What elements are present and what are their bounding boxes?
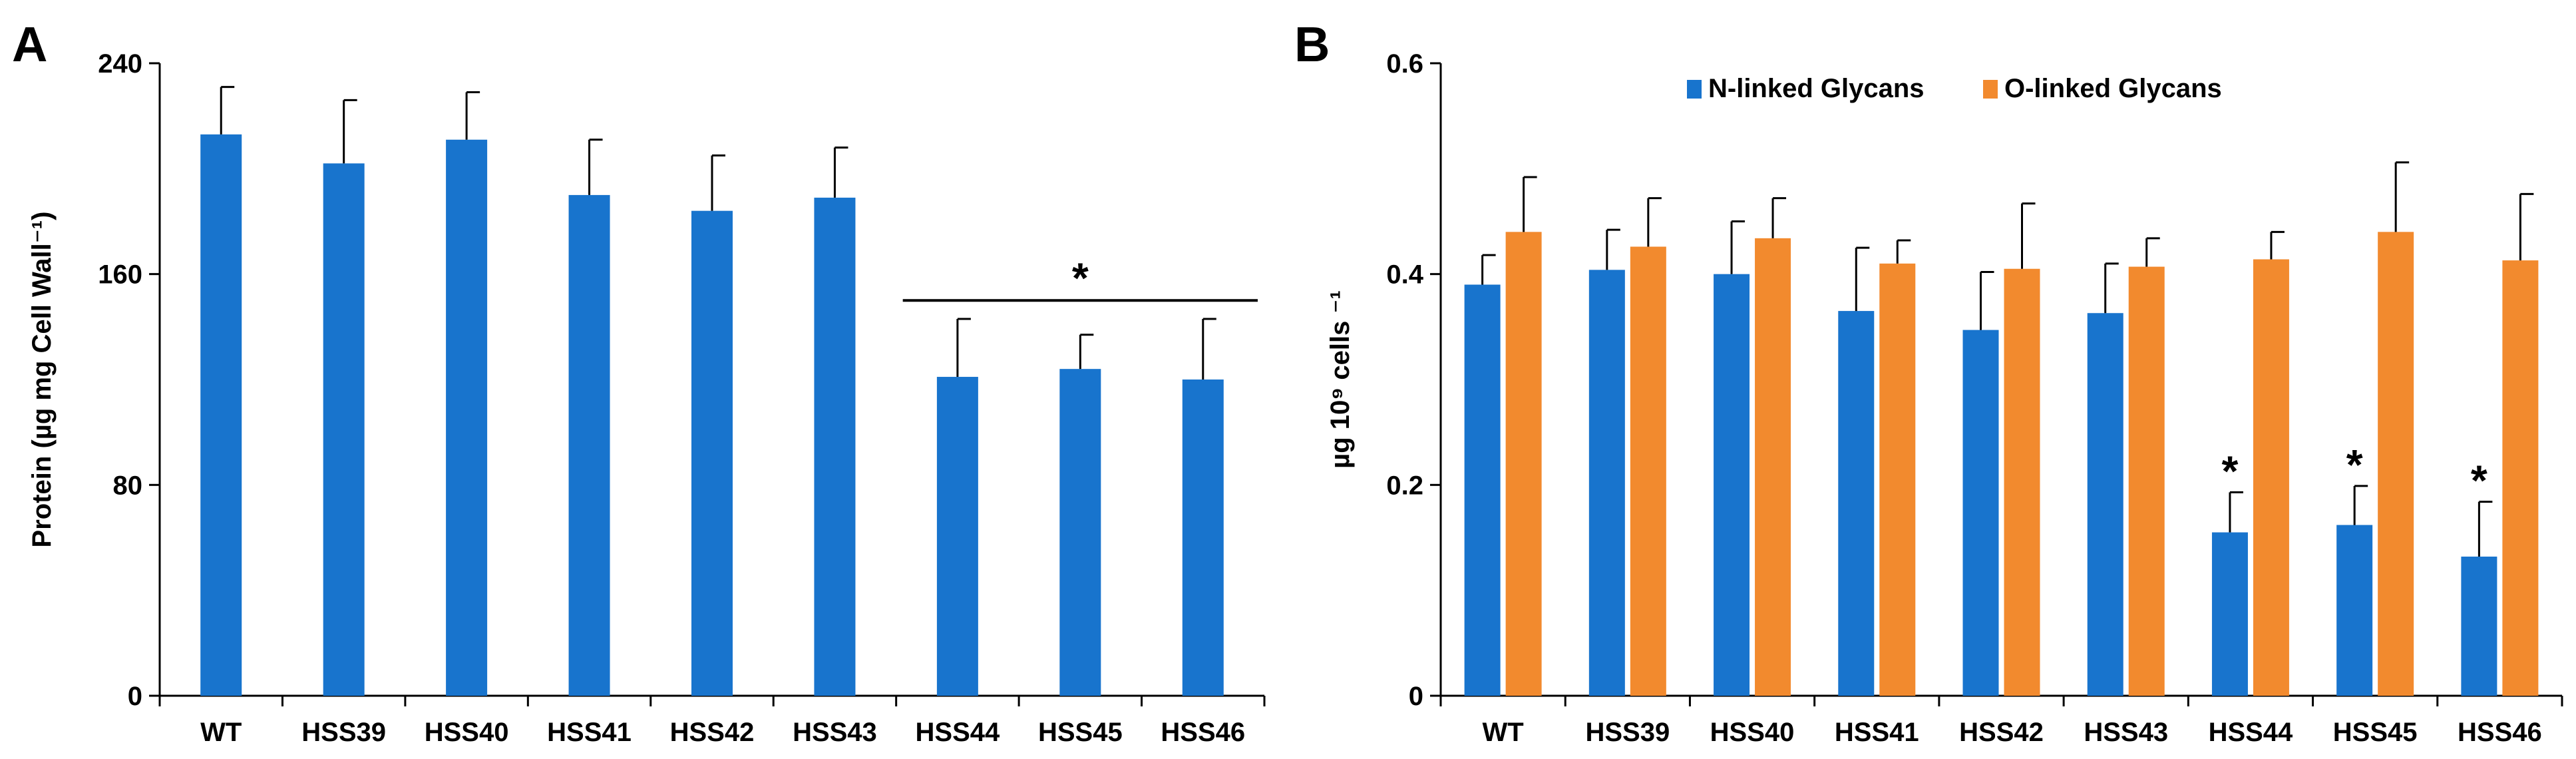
chart-b-legend-label: O-linked Glycans xyxy=(2004,74,2222,103)
chart-b-legend-swatch xyxy=(1983,80,1998,99)
chart-b-x-tick-label: HSS43 xyxy=(2084,718,2168,747)
chart-b-x-tick-label: HSS44 xyxy=(2209,718,2293,747)
chart-b-legend-label: N-linked Glycans xyxy=(1708,74,1925,103)
chart-b-y-tick-label: 0 xyxy=(1409,682,1423,711)
chart-a-bar xyxy=(1182,380,1224,696)
chart-b-x-tick-label: HSS41 xyxy=(1835,718,1919,747)
chart-b-bar xyxy=(1838,311,1875,696)
chart-b-x-tick-label: HSS45 xyxy=(2333,718,2418,747)
chart-a-y-tick-label: 240 xyxy=(98,49,142,79)
chart-a-bar xyxy=(568,194,610,696)
chart-a-x-tick-label: HSS45 xyxy=(1038,718,1123,747)
chart-a-bar xyxy=(814,197,856,696)
chart-b-bar xyxy=(1588,270,1625,696)
chart-a-x-tick-label: HSS43 xyxy=(793,718,877,747)
chart-b-x-tick-label: HSS46 xyxy=(2458,718,2542,747)
chart-a-x-tick-label: HSS39 xyxy=(301,718,386,747)
chart-b-bar xyxy=(2087,313,2123,696)
chart-a-x-tick-label: HSS41 xyxy=(547,718,632,747)
chart-a-bar xyxy=(936,377,978,696)
chart-b-bar xyxy=(1714,274,1750,696)
chart-a-x-tick-label: HSS44 xyxy=(916,718,1000,747)
chart-b-bar xyxy=(2502,260,2539,696)
chart-a-bar xyxy=(323,163,365,696)
chart-panel-a: A 0 80 160 240 WT HSS39 HSS40 HSS41 HSS42 HSS43 HS… xyxy=(12,17,1266,747)
chart-b-x-tick-label: WT xyxy=(1483,718,1524,747)
chart-b-significance-star: * xyxy=(2471,457,2487,505)
chart-panel-b: B 0 0.2 0.4 0.6 WT HSS39 HSS40 HSS41 HSS42 HSS43 H… xyxy=(1288,0,2576,759)
chart-a-bar xyxy=(691,210,733,696)
chart-b-x-tick-label: HSS39 xyxy=(1585,718,1670,747)
panel-letter-b: B xyxy=(1294,17,1330,72)
chart-a-y-tick-label: 80 xyxy=(113,471,143,500)
chart-b-bar xyxy=(2004,268,2040,696)
chart-b-x-tick-label: HSS42 xyxy=(1959,718,2044,747)
chart-b-bar xyxy=(2211,532,2248,696)
chart-a-x-tick-label: HSS46 xyxy=(1161,718,1245,747)
panel-letter-a: A xyxy=(12,17,47,72)
chart-b-significance-star: * xyxy=(2346,441,2363,489)
chart-b-y-tick-label: 0.2 xyxy=(1386,471,1423,500)
chart-a-y-axis-title: Protein (µg mg Cell Wall⁻¹) xyxy=(27,212,57,548)
chart-b-bar xyxy=(2128,266,2165,696)
chart-b-bar xyxy=(2253,259,2289,696)
chart-b-y-axis-title: µg 10⁹ cells ⁻¹ xyxy=(1326,290,1355,469)
chart-b-y-tick-label: 0.4 xyxy=(1386,260,1423,290)
chart-a-x-tick-label: HSS42 xyxy=(670,718,755,747)
chart-b-x-tick-label: HSS40 xyxy=(1710,718,1795,747)
chart-b-bar xyxy=(1464,284,1501,696)
chart-b-bar xyxy=(1505,232,1542,696)
chart-b-bar xyxy=(1755,238,1791,696)
chart-b-bar xyxy=(2461,557,2497,696)
chart-a-y-tick-label: 0 xyxy=(128,682,142,711)
chart-b-bar xyxy=(2378,232,2414,696)
chart-a-bar xyxy=(446,139,488,696)
chart-b-svg: B 0 0.2 0.4 0.6 WT HSS39 HSS40 HSS41 HSS42 HSS43 H… xyxy=(1294,17,2563,747)
chart-a-x-tick-label: WT xyxy=(200,718,242,747)
chart-b-bar xyxy=(2336,525,2373,696)
chart-a-y-tick-label: 160 xyxy=(98,260,142,290)
chart-b-bar xyxy=(1630,246,1666,696)
chart-b-bar xyxy=(1962,330,1999,696)
chart-b-significance-star: * xyxy=(2221,447,2238,495)
chart-b-legend-swatch xyxy=(1687,80,1702,99)
chart-a-bar xyxy=(200,134,242,696)
chart-a-x-tick-label: HSS40 xyxy=(425,718,509,747)
chart-b-bar xyxy=(1879,263,1916,696)
chart-a-svg: A 0 80 160 240 WT HSS39 HSS40 HSS41 HSS42 HSS43 HS… xyxy=(12,17,1266,747)
chart-b-y-tick-label: 0.6 xyxy=(1386,49,1423,79)
chart-a-bar xyxy=(1059,369,1101,696)
chart-a-significance-star: * xyxy=(1072,254,1089,302)
